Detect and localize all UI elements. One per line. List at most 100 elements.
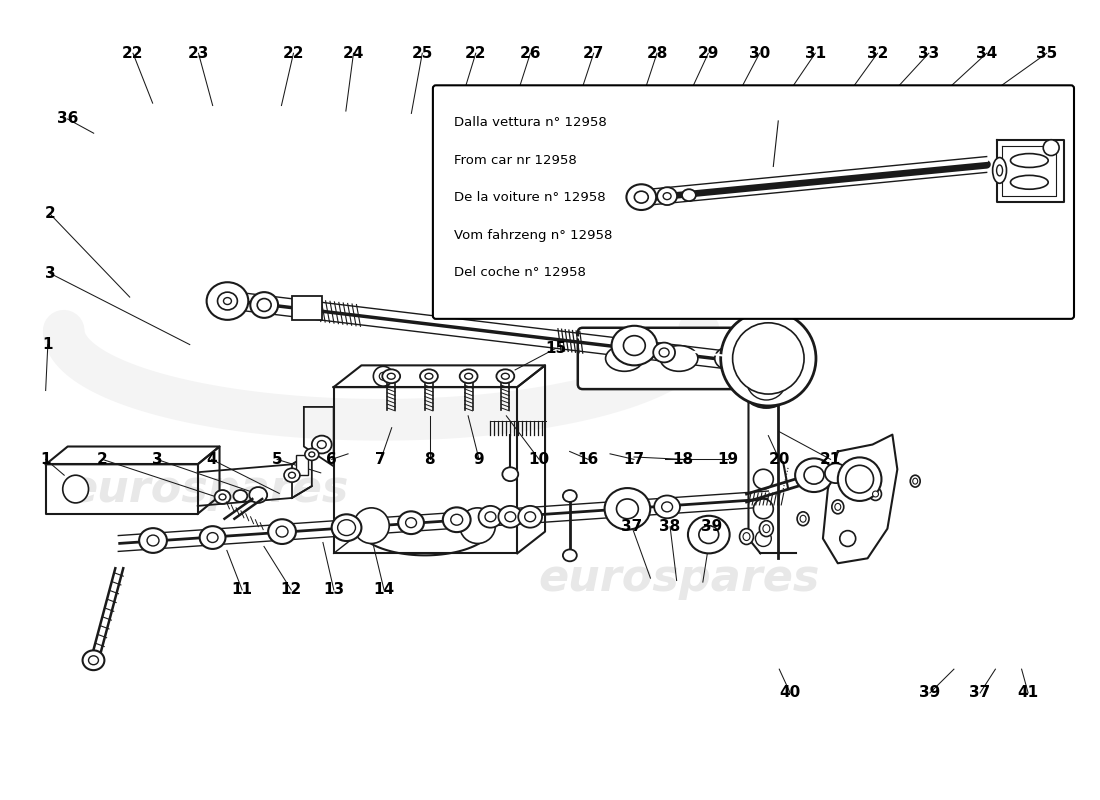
Ellipse shape — [795, 458, 833, 492]
Ellipse shape — [503, 467, 518, 481]
Circle shape — [839, 530, 856, 546]
Ellipse shape — [451, 514, 463, 525]
Text: From car nr 12958: From car nr 12958 — [453, 154, 576, 166]
Text: 37: 37 — [621, 519, 642, 534]
Text: 13: 13 — [323, 582, 344, 598]
Ellipse shape — [653, 342, 675, 362]
Circle shape — [754, 470, 773, 489]
Ellipse shape — [219, 494, 225, 500]
Text: 4: 4 — [207, 452, 217, 467]
Ellipse shape — [1011, 154, 1048, 167]
Text: Vom fahrzeng n° 12958: Vom fahrzeng n° 12958 — [453, 229, 612, 242]
Ellipse shape — [406, 518, 417, 528]
Ellipse shape — [1011, 175, 1048, 190]
Ellipse shape — [317, 441, 327, 449]
Text: 23: 23 — [188, 46, 209, 61]
Ellipse shape — [518, 506, 542, 528]
Text: 33: 33 — [918, 46, 939, 61]
Text: 9: 9 — [474, 452, 484, 467]
Ellipse shape — [496, 370, 515, 383]
Ellipse shape — [657, 187, 676, 205]
Text: 32: 32 — [867, 46, 888, 61]
Text: 14: 14 — [374, 582, 395, 598]
Ellipse shape — [698, 526, 718, 543]
Ellipse shape — [742, 533, 750, 541]
Ellipse shape — [626, 184, 657, 210]
Circle shape — [754, 499, 773, 518]
Text: 12: 12 — [280, 582, 301, 598]
Ellipse shape — [233, 490, 248, 502]
Ellipse shape — [268, 519, 296, 544]
Text: 41: 41 — [1018, 686, 1038, 701]
Ellipse shape — [332, 514, 362, 541]
Ellipse shape — [288, 472, 296, 478]
Text: 22: 22 — [283, 46, 305, 61]
Ellipse shape — [759, 521, 773, 537]
Ellipse shape — [485, 512, 496, 522]
Ellipse shape — [525, 512, 536, 522]
Ellipse shape — [276, 526, 288, 537]
Text: 1: 1 — [43, 337, 53, 352]
Ellipse shape — [218, 292, 238, 310]
Ellipse shape — [997, 165, 1002, 176]
FancyBboxPatch shape — [292, 296, 321, 320]
Ellipse shape — [606, 346, 643, 371]
Ellipse shape — [207, 282, 249, 320]
Ellipse shape — [478, 506, 503, 528]
Ellipse shape — [505, 512, 516, 522]
Ellipse shape — [992, 158, 1007, 183]
Ellipse shape — [659, 348, 669, 357]
Ellipse shape — [660, 346, 697, 371]
Circle shape — [733, 323, 804, 394]
Text: 3: 3 — [152, 452, 163, 467]
Ellipse shape — [800, 515, 806, 522]
FancyBboxPatch shape — [296, 455, 308, 475]
FancyBboxPatch shape — [578, 328, 781, 389]
Text: De la voiture n° 12958: De la voiture n° 12958 — [453, 191, 605, 204]
Text: 38: 38 — [660, 519, 681, 534]
Text: 2: 2 — [97, 452, 108, 467]
Ellipse shape — [612, 326, 657, 366]
Circle shape — [373, 366, 393, 386]
Text: 28: 28 — [647, 46, 668, 61]
Text: 25: 25 — [411, 46, 433, 61]
Text: eurospares: eurospares — [538, 557, 820, 600]
Text: 40: 40 — [780, 686, 801, 701]
Ellipse shape — [88, 656, 98, 665]
Text: 24: 24 — [343, 46, 364, 61]
Ellipse shape — [63, 475, 88, 503]
Ellipse shape — [624, 336, 646, 355]
Ellipse shape — [207, 533, 218, 542]
Ellipse shape — [563, 550, 576, 562]
Ellipse shape — [825, 463, 847, 483]
Ellipse shape — [464, 374, 473, 379]
Ellipse shape — [420, 370, 438, 383]
Circle shape — [846, 466, 873, 493]
Ellipse shape — [257, 298, 271, 311]
Ellipse shape — [311, 436, 332, 454]
Text: 1: 1 — [41, 452, 51, 467]
Circle shape — [738, 353, 794, 408]
Ellipse shape — [284, 468, 300, 482]
Text: 22: 22 — [122, 46, 144, 61]
Text: eurospares: eurospares — [67, 467, 349, 510]
Text: 2: 2 — [45, 206, 55, 222]
Ellipse shape — [305, 449, 319, 460]
Ellipse shape — [872, 491, 879, 497]
Ellipse shape — [654, 495, 680, 518]
Ellipse shape — [139, 528, 167, 553]
Ellipse shape — [200, 526, 225, 549]
Ellipse shape — [616, 499, 638, 518]
Text: 8: 8 — [425, 452, 436, 467]
Ellipse shape — [835, 503, 840, 510]
Ellipse shape — [338, 520, 355, 535]
Text: Del coche n° 12958: Del coche n° 12958 — [453, 266, 585, 279]
Ellipse shape — [387, 374, 395, 379]
Ellipse shape — [763, 525, 770, 533]
Circle shape — [720, 311, 816, 406]
Ellipse shape — [635, 191, 648, 203]
Ellipse shape — [663, 193, 671, 200]
Circle shape — [460, 508, 495, 543]
Ellipse shape — [682, 190, 696, 201]
Text: 18: 18 — [672, 452, 694, 467]
